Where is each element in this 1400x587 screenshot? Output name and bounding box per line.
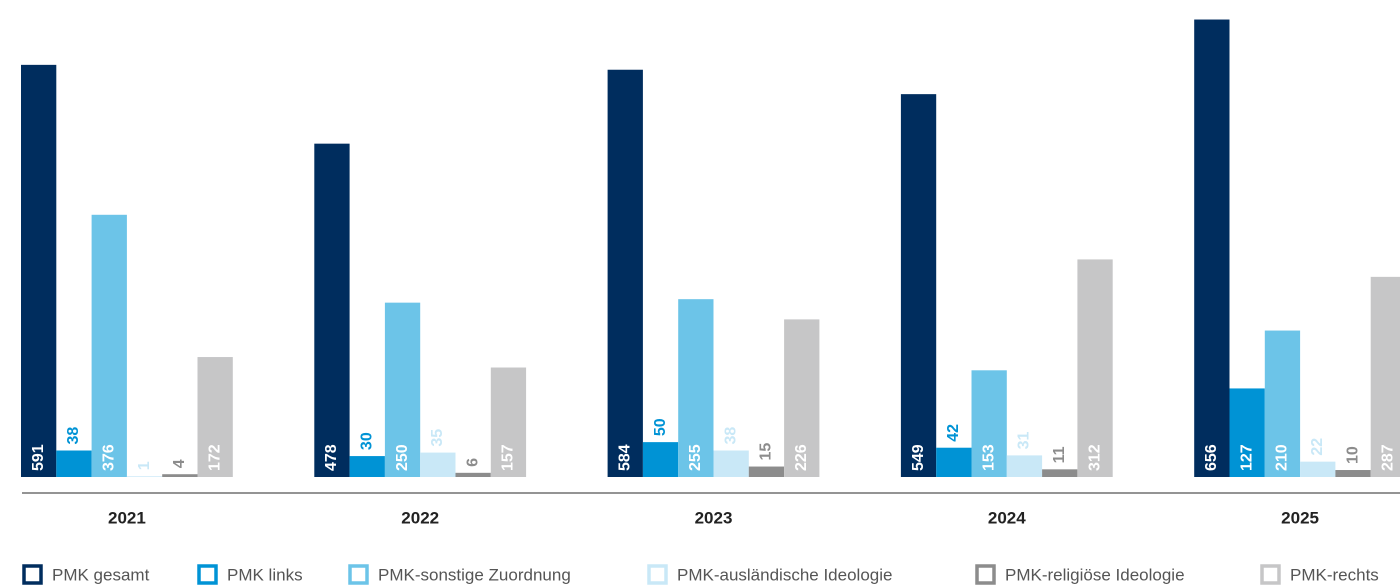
x-tick-label: 2023	[695, 508, 733, 527]
value-label: 210	[1274, 444, 1291, 471]
legend-label: PMK-ausländische Ideologie	[677, 565, 892, 584]
value-label: 591	[30, 444, 47, 471]
value-label: 1	[136, 461, 153, 470]
value-label: 6	[464, 458, 481, 467]
value-label: 15	[758, 443, 775, 461]
legend-swatch	[1260, 564, 1281, 585]
legend-label: PMK-rechts	[1290, 565, 1379, 584]
value-label: 549	[910, 444, 927, 471]
value-label: 30	[358, 432, 375, 450]
bar	[490, 367, 527, 477]
bar	[1194, 19, 1230, 478]
value-label: 255	[687, 444, 704, 471]
value-label: 157	[500, 444, 517, 471]
legend-swatch	[197, 564, 218, 585]
value-label: 35	[429, 429, 446, 447]
bar	[420, 452, 456, 477]
bar	[936, 447, 972, 477]
value-label: 42	[945, 424, 962, 442]
bar	[21, 64, 57, 478]
x-tick-label: 2024	[988, 508, 1026, 527]
legend-swatch	[22, 564, 43, 585]
legend-label: PMK-sonstige Zuordnung	[378, 565, 571, 584]
bar	[1264, 330, 1301, 477]
bar	[314, 143, 350, 477]
value-label: 38	[65, 427, 82, 445]
bar	[91, 214, 127, 477]
value-label: 312	[1086, 444, 1103, 471]
value-label: 127	[1238, 444, 1255, 471]
bar	[1006, 455, 1043, 477]
value-label: 50	[652, 418, 669, 436]
legend-swatch	[647, 564, 668, 585]
value-label: 31	[1016, 431, 1033, 449]
x-tick-label: 2022	[401, 508, 439, 527]
value-label: 250	[394, 444, 411, 471]
value-label: 4	[171, 459, 188, 468]
bar	[1042, 469, 1078, 477]
bar	[126, 476, 163, 477]
bar	[713, 450, 749, 477]
legend-swatch	[348, 564, 369, 585]
value-label: 10	[1344, 446, 1361, 464]
value-label: 153	[980, 444, 997, 471]
bar	[642, 442, 679, 477]
bar	[1077, 259, 1113, 477]
bar	[1229, 388, 1265, 477]
value-label: 376	[100, 444, 117, 471]
value-label: 11	[1051, 446, 1068, 463]
bar	[1335, 470, 1371, 477]
bar	[1370, 276, 1400, 477]
bar	[197, 357, 233, 477]
legend-label: PMK links	[227, 565, 303, 584]
bar	[56, 450, 92, 477]
legend-label: PMK gesamt	[52, 565, 150, 584]
value-label: 38	[722, 427, 739, 445]
bar	[748, 466, 785, 477]
bar	[900, 94, 937, 477]
legend-swatch	[975, 564, 996, 585]
value-label: 226	[793, 444, 810, 471]
value-label: 656	[1203, 444, 1220, 471]
value-label: 584	[616, 444, 633, 471]
bar	[384, 302, 421, 477]
bar	[349, 456, 385, 477]
x-tick-label: 2025	[1281, 508, 1319, 527]
value-label: 22	[1309, 438, 1326, 456]
bar	[784, 319, 820, 477]
bar	[607, 69, 643, 477]
value-label: 172	[206, 444, 223, 471]
bar	[971, 370, 1007, 477]
legend-label: PMK-religiöse Ideologie	[1005, 565, 1185, 584]
value-label: 287	[1380, 444, 1397, 471]
value-label: 478	[323, 444, 340, 471]
bar	[1300, 461, 1336, 477]
bar	[162, 474, 198, 477]
bar	[455, 472, 491, 477]
bar	[678, 299, 714, 477]
x-tick-label: 2021	[108, 508, 146, 527]
